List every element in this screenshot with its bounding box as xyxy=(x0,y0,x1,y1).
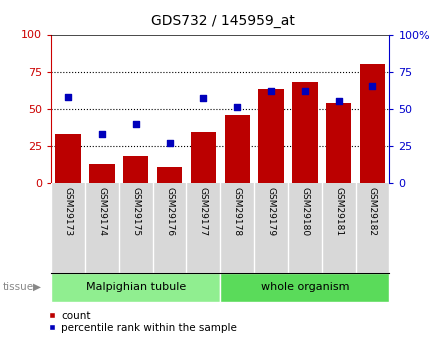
Legend: count, percentile rank within the sample: count, percentile rank within the sample xyxy=(48,310,237,333)
Text: GDS732 / 145959_at: GDS732 / 145959_at xyxy=(150,14,295,28)
Text: GSM29173: GSM29173 xyxy=(64,187,73,236)
Bar xyxy=(123,156,149,183)
Text: ▶: ▶ xyxy=(32,282,40,292)
Bar xyxy=(258,89,284,183)
Bar xyxy=(360,64,385,183)
Point xyxy=(335,99,342,104)
Point xyxy=(267,88,275,93)
Bar xyxy=(89,164,115,183)
Text: whole organism: whole organism xyxy=(261,282,349,292)
Point xyxy=(166,140,173,146)
Bar xyxy=(225,115,250,183)
Bar xyxy=(191,132,216,183)
Text: GSM29180: GSM29180 xyxy=(300,187,309,236)
Text: GSM29179: GSM29179 xyxy=(267,187,275,236)
Text: GSM29182: GSM29182 xyxy=(368,187,377,236)
Point xyxy=(234,105,241,110)
Text: GSM29177: GSM29177 xyxy=(199,187,208,236)
Point xyxy=(65,94,72,100)
Bar xyxy=(220,273,389,302)
Bar xyxy=(326,103,352,183)
Text: tissue: tissue xyxy=(2,282,33,292)
Point xyxy=(98,131,105,137)
Text: GSM29175: GSM29175 xyxy=(131,187,140,236)
Point xyxy=(200,96,207,101)
Point xyxy=(132,121,139,126)
Bar xyxy=(56,134,81,183)
Bar xyxy=(157,167,182,183)
Bar xyxy=(51,273,220,302)
Text: GSM29174: GSM29174 xyxy=(97,187,106,236)
Text: GSM29178: GSM29178 xyxy=(233,187,242,236)
Point xyxy=(369,84,376,89)
Text: GSM29181: GSM29181 xyxy=(334,187,343,236)
Text: Malpighian tubule: Malpighian tubule xyxy=(85,282,186,292)
Text: GSM29176: GSM29176 xyxy=(165,187,174,236)
Bar xyxy=(292,82,318,183)
Point xyxy=(301,88,308,93)
